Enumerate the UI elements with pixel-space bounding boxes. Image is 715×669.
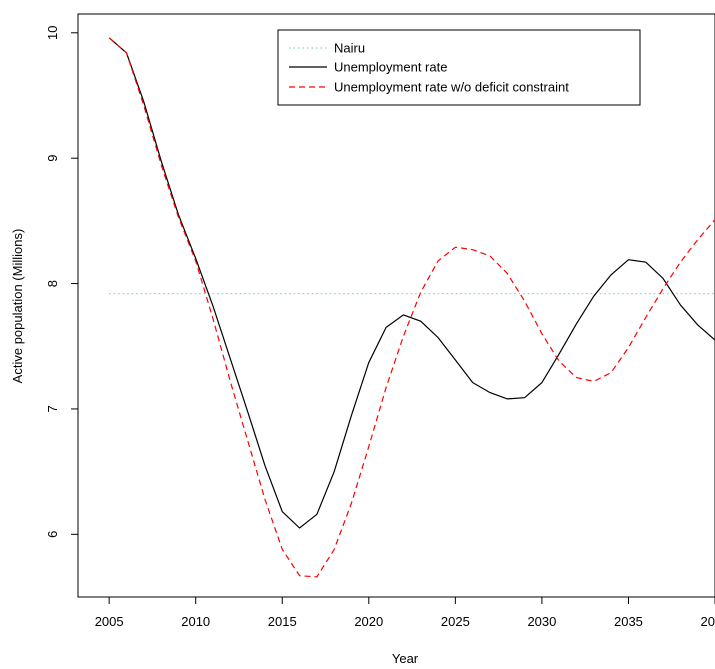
x-tick-label: 2015 [268,614,297,629]
x-tick-label: 2005 [95,614,124,629]
y-axis: 6 7 8 9 10 [45,26,79,538]
legend: Nairu Unemployment rate Unemployment rate … [277,29,641,106]
y-tick-label: 9 [45,155,60,162]
y-tick-label: 6 [45,531,60,538]
legend-label-2: Unemployment rate w/o deficit constraint [334,80,569,95]
y-axis-title: Active population (Millions) [10,229,25,384]
legend-label-0: Nairu [334,41,365,56]
series-layer [108,37,715,578]
legend-label-1: Unemployment rate [334,60,447,75]
legend-box [277,29,641,106]
series-line-1 [108,37,715,529]
x-tick-label: 2020 [354,614,383,629]
x-tick-label: 2040 [701,614,715,629]
x-tick-label: 2035 [614,614,643,629]
y-tick-label: 8 [45,280,60,287]
y-tick-label: 10 [45,26,60,40]
x-tick-label: 2010 [181,614,210,629]
y-tick-label: 7 [45,405,60,412]
x-tick-label: 2030 [527,614,556,629]
x-tick-label: 2025 [441,614,470,629]
x-axis: 2005 2010 2015 2020 2025 2030 2035 2040 [95,596,715,629]
series-line-2 [108,37,715,578]
x-axis-title: Year [392,651,419,666]
